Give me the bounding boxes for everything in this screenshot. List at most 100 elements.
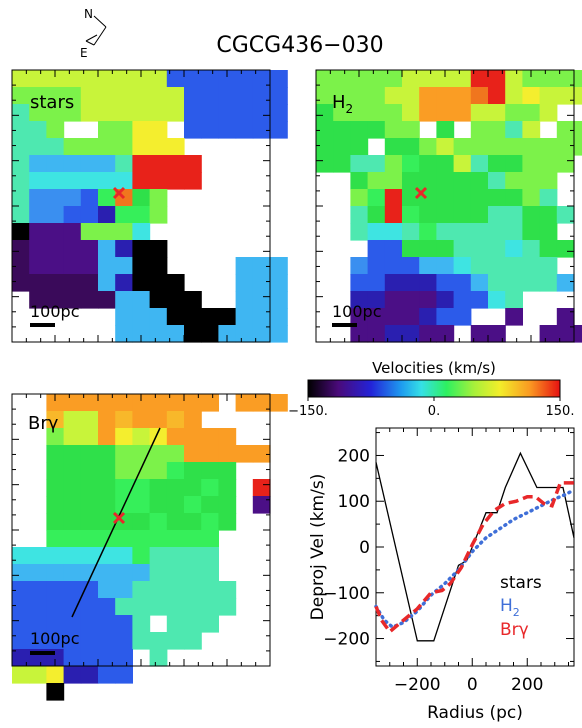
brg-map-label: Brγ	[28, 413, 59, 434]
velocity-pixel	[167, 155, 185, 173]
colorbar-gradient	[308, 380, 560, 397]
velocity-pixel	[522, 189, 540, 207]
velocity-pixel	[236, 104, 254, 122]
velocity-pixel	[12, 138, 30, 156]
velocity-profile-plot: −200 0 200−200−1000100200 Deproj Vel (km/s…	[308, 428, 574, 723]
velocity-pixel	[81, 666, 99, 684]
velocity-pixel	[64, 155, 82, 173]
velocity-pixel	[115, 564, 133, 582]
velocity-pixel	[201, 325, 219, 343]
velocity-pixel	[218, 87, 236, 105]
velocity-pixel	[385, 274, 403, 292]
velocity-pixel	[505, 155, 523, 173]
velocity-pixel	[419, 104, 437, 122]
velocity-pixel	[132, 257, 150, 275]
velocity-pixel	[132, 87, 150, 105]
velocity-pixel	[115, 223, 133, 241]
velocity-pixel	[557, 87, 575, 105]
velocity-pixel	[29, 189, 47, 207]
velocity-pixel	[253, 121, 271, 139]
velocity-pixel	[236, 394, 254, 412]
velocity-pixel	[46, 121, 64, 139]
velocity-pixel	[12, 172, 30, 190]
figure-title: CGCG436−030	[216, 33, 383, 58]
velocity-pixel	[46, 189, 64, 207]
velocity-pixel	[540, 104, 558, 122]
velocity-pixel	[436, 240, 454, 258]
velocity-pixel	[46, 496, 64, 514]
velocity-pixel	[115, 462, 133, 480]
velocity-pixel	[98, 240, 116, 258]
velocity-pixel	[98, 121, 116, 139]
velocity-pixel	[46, 274, 64, 292]
velocity-pixel	[167, 547, 185, 565]
velocity-pixel	[132, 223, 150, 241]
velocity-pixel	[64, 428, 82, 446]
velocity-pixel	[150, 172, 168, 190]
velocity-pixel	[115, 240, 133, 258]
h2-scale-label: 100pc	[332, 302, 382, 321]
velocity-pixel	[150, 513, 168, 531]
velocity-pixel	[98, 394, 116, 412]
velocity-pixel	[98, 632, 116, 650]
velocity-pixel	[115, 632, 133, 650]
velocity-pixel	[29, 70, 47, 88]
velocity-pixel	[436, 121, 454, 139]
velocity-pixel	[471, 274, 489, 292]
velocity-pixel	[29, 666, 47, 684]
velocity-pixel	[46, 155, 64, 173]
velocity-pixel	[368, 223, 386, 241]
velocity-pixel	[98, 649, 116, 667]
y-tick-label: −100	[323, 584, 370, 604]
velocity-pixel	[471, 223, 489, 241]
velocity-pixel	[505, 206, 523, 224]
velocity-pixel	[167, 172, 185, 190]
velocity-pixel	[201, 479, 219, 497]
velocity-pixel	[488, 274, 506, 292]
velocity-pixel	[167, 479, 185, 497]
velocity-pixel	[132, 308, 150, 326]
velocity-pixel	[505, 121, 523, 139]
legend-stars: stars	[500, 573, 542, 593]
velocity-pixel	[368, 87, 386, 105]
velocity-pixel	[12, 615, 30, 633]
velocity-pixel	[436, 104, 454, 122]
velocity-pixel	[436, 87, 454, 105]
velocity-pixel	[419, 291, 437, 309]
velocity-pixel	[436, 189, 454, 207]
velocity-pixel	[557, 240, 575, 258]
velocity-pixel	[46, 462, 64, 480]
velocity-pixel	[184, 615, 202, 633]
velocity-pixel	[574, 138, 582, 156]
velocity-pixel	[115, 206, 133, 224]
velocity-pixel	[402, 87, 420, 105]
velocity-pixel	[350, 121, 368, 139]
velocity-pixel	[316, 121, 334, 139]
compass-east-label: E	[80, 46, 88, 60]
velocity-pixel	[436, 223, 454, 241]
velocity-pixel	[64, 138, 82, 156]
velocity-pixel	[98, 530, 116, 548]
velocity-pixel	[333, 70, 351, 88]
velocity-pixel	[253, 291, 271, 309]
velocity-pixel	[29, 138, 47, 156]
velocity-pixel	[64, 598, 82, 616]
velocity-pixel	[132, 189, 150, 207]
velocity-pixel	[150, 598, 168, 616]
velocity-pixel	[454, 223, 472, 241]
velocity-pixel	[236, 308, 254, 326]
velocity-pixel	[81, 155, 99, 173]
velocity-pixel	[167, 428, 185, 446]
velocity-pixel	[184, 547, 202, 565]
compass-north-head	[94, 16, 106, 27]
velocity-pixel	[436, 291, 454, 309]
velocity-pixel	[522, 240, 540, 258]
velocity-pixel	[46, 479, 64, 497]
velocity-pixel	[12, 155, 30, 173]
velocity-pixel	[402, 172, 420, 190]
velocity-pixel	[150, 87, 168, 105]
compass-north-label: N	[84, 7, 93, 21]
velocity-pixel	[150, 530, 168, 548]
velocity-pixel	[184, 155, 202, 173]
